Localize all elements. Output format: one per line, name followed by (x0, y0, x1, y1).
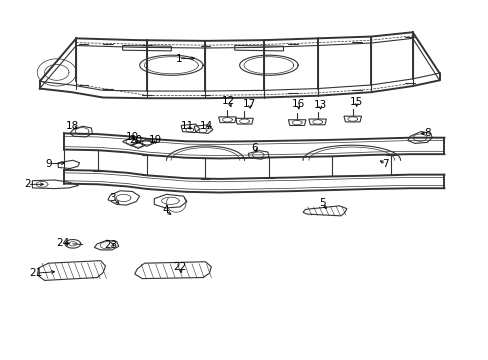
Text: 15: 15 (349, 97, 363, 107)
Text: 6: 6 (250, 143, 257, 153)
Text: 1: 1 (175, 54, 182, 64)
Text: 7: 7 (382, 159, 388, 169)
Text: 24: 24 (57, 238, 70, 248)
Text: 16: 16 (291, 99, 304, 109)
Text: 4: 4 (162, 206, 168, 216)
Text: 22: 22 (173, 262, 186, 272)
Text: 14: 14 (200, 121, 213, 131)
Text: 19: 19 (148, 135, 162, 145)
Text: 11: 11 (181, 121, 194, 131)
Text: 3: 3 (109, 193, 116, 203)
Text: 9: 9 (45, 159, 52, 169)
Text: 17: 17 (242, 99, 256, 109)
Text: 10: 10 (125, 132, 139, 142)
Text: 23: 23 (103, 239, 117, 249)
Text: 21: 21 (29, 268, 42, 278)
Text: 13: 13 (313, 100, 326, 111)
Text: 20: 20 (129, 135, 142, 145)
Text: 8: 8 (423, 129, 430, 138)
Text: 2: 2 (24, 179, 31, 189)
Text: 12: 12 (222, 96, 235, 106)
Text: 18: 18 (66, 121, 80, 131)
Text: 5: 5 (319, 198, 325, 208)
